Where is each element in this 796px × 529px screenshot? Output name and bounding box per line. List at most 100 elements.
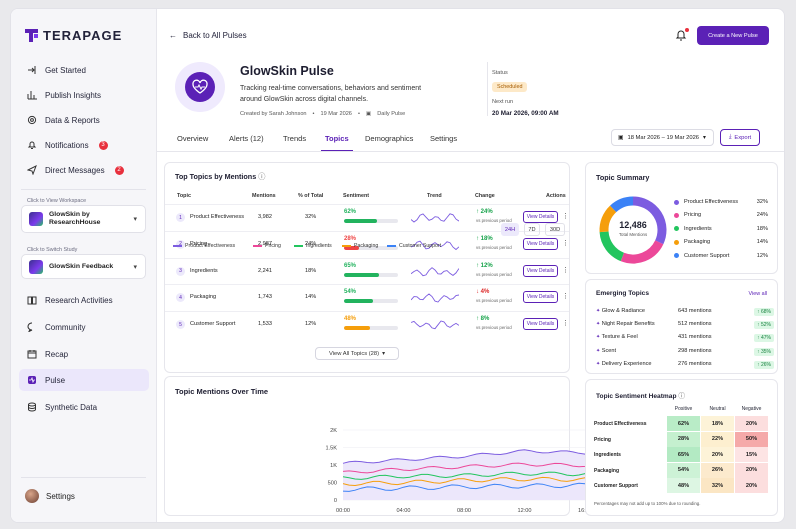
total-value: 12,486 [619, 220, 647, 230]
list-item[interactable]: ✦ Night Repair Benefits 512 mentions ↑ 52% [596, 321, 774, 330]
growth-badge: ↑ 35% [754, 347, 774, 356]
tab-alerts[interactable]: Alerts (12) [229, 134, 264, 143]
topic-name: Glow & Radiance [601, 308, 645, 314]
trend-sparkline [411, 293, 459, 303]
change-value: ↓ 4% [476, 289, 490, 296]
legend-label: Packaging [354, 243, 379, 249]
heatmap-row-label: Product Effectiveness [594, 421, 647, 427]
legend-item: Pricing [253, 243, 281, 249]
sidebar-item-get-started[interactable]: Get Started [19, 59, 149, 81]
sparkle-icon: ✦ [596, 308, 601, 314]
table-row: 4 Packaging 1,743 14% 54% ↓ 4% vs previous per… [165, 284, 569, 310]
percent-value: 24% [305, 240, 317, 247]
paper-plane-icon [26, 165, 37, 176]
pulse-header: GlowSkin Pulse Tracking real-time conver… [167, 56, 769, 130]
terapage-logo-icon [25, 29, 38, 42]
settings-menu[interactable]: Settings [25, 489, 75, 503]
view-details-button[interactable]: View Details [523, 237, 558, 250]
percent-value: 12% [305, 321, 317, 328]
tab-demographics[interactable]: Demographics [365, 134, 414, 143]
download-icon: ⤓ [728, 134, 732, 140]
legend-value: 18% [756, 225, 768, 232]
more-options-icon[interactable]: ⋮ [562, 213, 569, 220]
view-details-button[interactable]: View Details [523, 264, 558, 277]
settings-wheel-icon [26, 115, 37, 126]
view-details-button[interactable]: View Details [523, 211, 558, 223]
tab-trends[interactable]: Trends [283, 134, 307, 143]
export-button[interactable]: ⤓ Export [720, 129, 760, 146]
legend-item: Ingredients [294, 243, 332, 249]
notifications-bell-icon[interactable] [675, 28, 689, 43]
workspace-name: GlowSkin by ResearchHouse [49, 211, 101, 226]
date-range-picker[interactable]: ▣ 18 Mar 2026 – 19 Mar 2026 ▾ [611, 129, 714, 146]
range-7d-button[interactable]: 7D [524, 223, 540, 236]
change-caption: vs previous period [476, 271, 512, 277]
heatmap-cell: 65% [667, 447, 700, 462]
sparkle-icon: ✦ [596, 321, 601, 328]
donut-slice [632, 196, 667, 245]
sidebar-item-pulse[interactable]: Pulse [19, 369, 149, 391]
trend-sparkline [411, 213, 459, 223]
created-by: Created by Sarah Johnson [240, 111, 307, 117]
sidebar-item-research-activities[interactable]: Research Activities [19, 289, 149, 311]
view-all-label: View All Topics (28) [329, 350, 380, 357]
sentiment-value: 62% [344, 209, 357, 215]
donut-slice [620, 240, 664, 264]
sidebar-item-label: Community [45, 322, 86, 332]
sidebar-item-notifications[interactable]: Notifications 3 [19, 134, 149, 156]
study-hint: Click to Switch Study [27, 247, 78, 253]
legend-label: Pricing [684, 212, 702, 219]
more-options-icon[interactable]: ⋮ [562, 239, 569, 247]
list-item[interactable]: ✦ Scent 298 mentions ↑ 35% [596, 347, 774, 356]
bar-chart-icon [26, 90, 37, 101]
heatmap-cell: 20% [735, 478, 768, 493]
heatmap-cell: 28% [667, 431, 700, 447]
message-count-badge: 2 [114, 165, 124, 175]
sidebar-item-publish-insights[interactable]: Publish Insights [19, 84, 149, 106]
mentions-value: 512 mentions [678, 321, 712, 328]
view-all-link[interactable]: View all [748, 291, 767, 297]
sidebar-item-direct-messages[interactable]: Direct Messages 2 [19, 159, 149, 181]
view-details-button[interactable]: View Details [523, 318, 558, 331]
range-24h-button[interactable]: 24H [501, 223, 519, 236]
create-pulse-button[interactable]: Create a New Pulse [697, 26, 769, 45]
legend-item: Packaging [342, 243, 378, 249]
sidebar-item-recap[interactable]: Recap [19, 343, 149, 365]
view-details-button[interactable]: View Details [523, 291, 558, 304]
view-all-topics-button[interactable]: View All Topics (28) ▾ [315, 347, 399, 360]
heatmap-row-label: Packaging [594, 467, 620, 474]
heatmap-cell: 32% [701, 478, 734, 493]
sidebar-item-data-reports[interactable]: Data & Reports [19, 109, 149, 131]
heatmap-cell: 26% [701, 462, 734, 478]
mentions-value: 298 mentions [678, 347, 712, 354]
calendar-icon [26, 349, 37, 360]
summary-legend-item: Customer Support 12% [674, 253, 768, 259]
sentiment-value: 65% [344, 262, 357, 269]
more-options-icon[interactable]: ⋮ [562, 320, 569, 328]
list-item[interactable]: ✦ Texture & Feel 431 mentions ↑ 47% [596, 334, 774, 343]
tab-overview[interactable]: Overview [177, 134, 209, 143]
sidebar-item-synthetic-data[interactable]: Synthetic Data [19, 396, 149, 418]
more-options-icon[interactable]: ⋮ [562, 293, 569, 301]
topic-name: Scent [601, 347, 617, 354]
col-neutral: Neutral [709, 406, 726, 412]
study-selector[interactable]: GlowSkin Feedback ▾ [21, 254, 146, 279]
more-options-icon[interactable]: ⋮ [562, 266, 569, 274]
back-link[interactable]: ← Back to All Pulses [169, 31, 247, 40]
sentiment-value: 48% [344, 316, 357, 323]
list-item[interactable]: ✦ Delivery Experience 276 mentions ↑ 26% [596, 360, 774, 369]
chevron-down-icon: ▾ [133, 216, 137, 223]
legend-value: 32% [756, 199, 768, 205]
database-icon [26, 402, 37, 413]
next-run-label: Next run [492, 99, 514, 105]
col-trend: Trend [427, 193, 442, 199]
change-value: ↑ 12% [476, 262, 493, 269]
brand-logo[interactable]: TERAPAGE [25, 28, 122, 43]
tab-settings[interactable]: Settings [430, 134, 458, 143]
tab-topics[interactable]: Topics [321, 131, 353, 152]
range-30d-button[interactable]: 30D [545, 223, 565, 236]
list-item[interactable]: ✦ Glow & Radiance 643 mentions ↑ 68% [596, 308, 774, 316]
workspace-selector[interactable]: GlowSkin by ResearchHouse ▾ [21, 205, 146, 233]
sidebar-item-community[interactable]: Community [19, 316, 149, 338]
emerging-topics-card: Emerging Topics View all ✦ Glow & Radian… [585, 279, 778, 374]
